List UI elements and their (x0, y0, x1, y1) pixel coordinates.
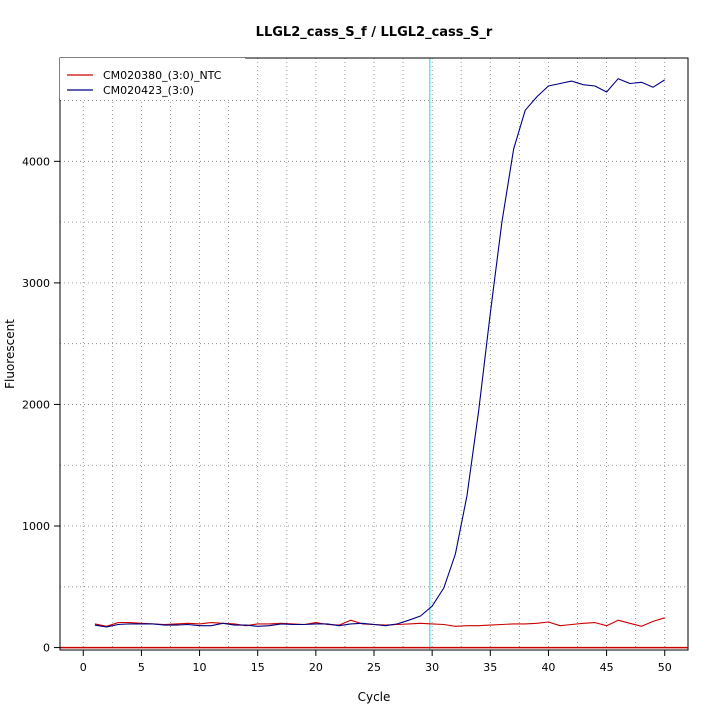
y-tick-label: 1000 (22, 520, 50, 533)
legend-label-2: CM020423_(3:0) (103, 84, 194, 97)
reference-lines (60, 58, 688, 650)
x-tick-label: 30 (425, 661, 439, 674)
x-tick-label: 10 (193, 661, 207, 674)
x-tick-label: 35 (483, 661, 497, 674)
x-axis: 0 5 10 15 20 25 30 35 40 45 50 (80, 650, 672, 674)
y-tick-label: 3000 (22, 277, 50, 290)
y-axis: 0 1000 2000 3000 4000 (22, 155, 60, 655)
x-tick-label: 40 (541, 661, 555, 674)
x-tick-label: 5 (138, 661, 145, 674)
series-line-2 (94, 78, 665, 628)
x-tick-label: 0 (80, 661, 87, 674)
x-tick-label: 15 (251, 661, 265, 674)
x-tick-label: 25 (367, 661, 381, 674)
x-axis-label: Cycle (358, 690, 391, 704)
y-axis-label: Fluorescent (3, 319, 17, 389)
x-tick-label: 20 (309, 661, 323, 674)
chart-title: LLGL2_cass_S_f / LLGL2_cass_S_r (256, 25, 493, 40)
y-tick-label: 0 (43, 642, 50, 655)
legend: CM020380_(3:0)_NTC CM020423_(3:0) (60, 58, 245, 100)
x-tick-label: 45 (600, 661, 614, 674)
x-tick-label: 50 (658, 661, 672, 674)
legend-label-1: CM020380_(3:0)_NTC (103, 69, 222, 82)
y-tick-label: 2000 (22, 398, 50, 411)
legend-box (60, 58, 245, 100)
series-lines (94, 78, 665, 628)
y-tick-label: 4000 (22, 155, 50, 168)
grid (60, 58, 688, 650)
